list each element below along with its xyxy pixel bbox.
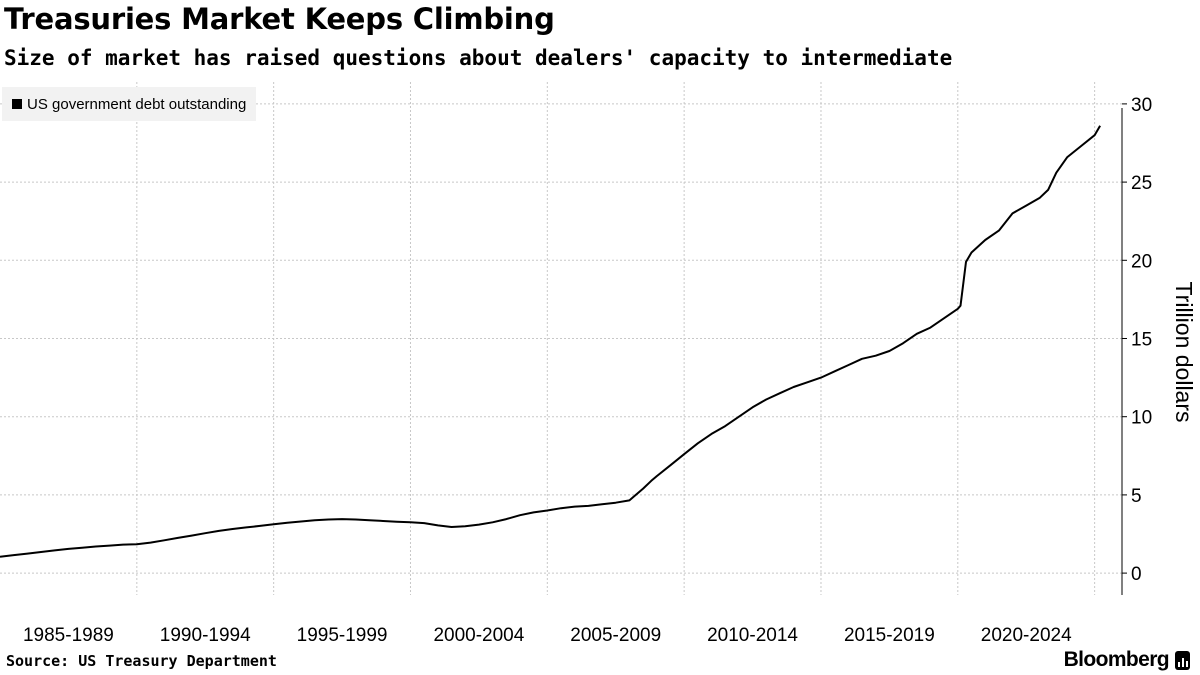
y-axis-label: Trillion dollars	[1171, 281, 1197, 422]
x-category-label: 1995-1999	[297, 625, 388, 646]
x-category-label: 2000-2004	[433, 625, 524, 646]
x-category-label: 2020-2024	[981, 625, 1072, 646]
legend: US government debt outstanding	[2, 87, 257, 121]
source-note: Source: US Treasury Department	[6, 652, 277, 670]
x-category-label: 2010-2014	[707, 625, 798, 646]
bloomberg-logo: Bloomberg	[1064, 648, 1190, 672]
y-tick-label: 20	[1131, 251, 1152, 272]
chart-title: Treasuries Market Keeps Climbing	[4, 2, 555, 36]
y-tick-label: 5	[1131, 486, 1142, 507]
y-tick-label: 10	[1131, 408, 1152, 429]
chart-subtitle: Size of market has raised questions abou…	[4, 46, 953, 70]
y-gridlines	[0, 103, 1122, 574]
y-tick-label: 30	[1131, 95, 1152, 116]
series-line-us-government-debt	[0, 125, 1101, 558]
y-tick-label: 15	[1131, 330, 1152, 351]
x-axis-ticks: 1985-1989 1990-1994 1995-1999 2000-2004 2005…	[23, 625, 1072, 646]
x-category-label: 1985-1989	[23, 625, 114, 646]
y-tick-label: 0	[1131, 564, 1142, 585]
bloomberg-chart-icon	[1175, 650, 1190, 670]
x-category-label: 1990-1994	[160, 625, 251, 646]
y-axis-ticks: 0 5 10 15 20 25 30	[1122, 95, 1152, 585]
brand-name: Bloomberg	[1063, 648, 1170, 671]
legend-swatch	[12, 99, 22, 109]
legend-label: US government debt outstanding	[27, 95, 247, 113]
x-category-label: 2005-2009	[570, 625, 661, 646]
x-category-label: 2015-2019	[844, 625, 935, 646]
y-tick-label: 25	[1131, 173, 1152, 194]
